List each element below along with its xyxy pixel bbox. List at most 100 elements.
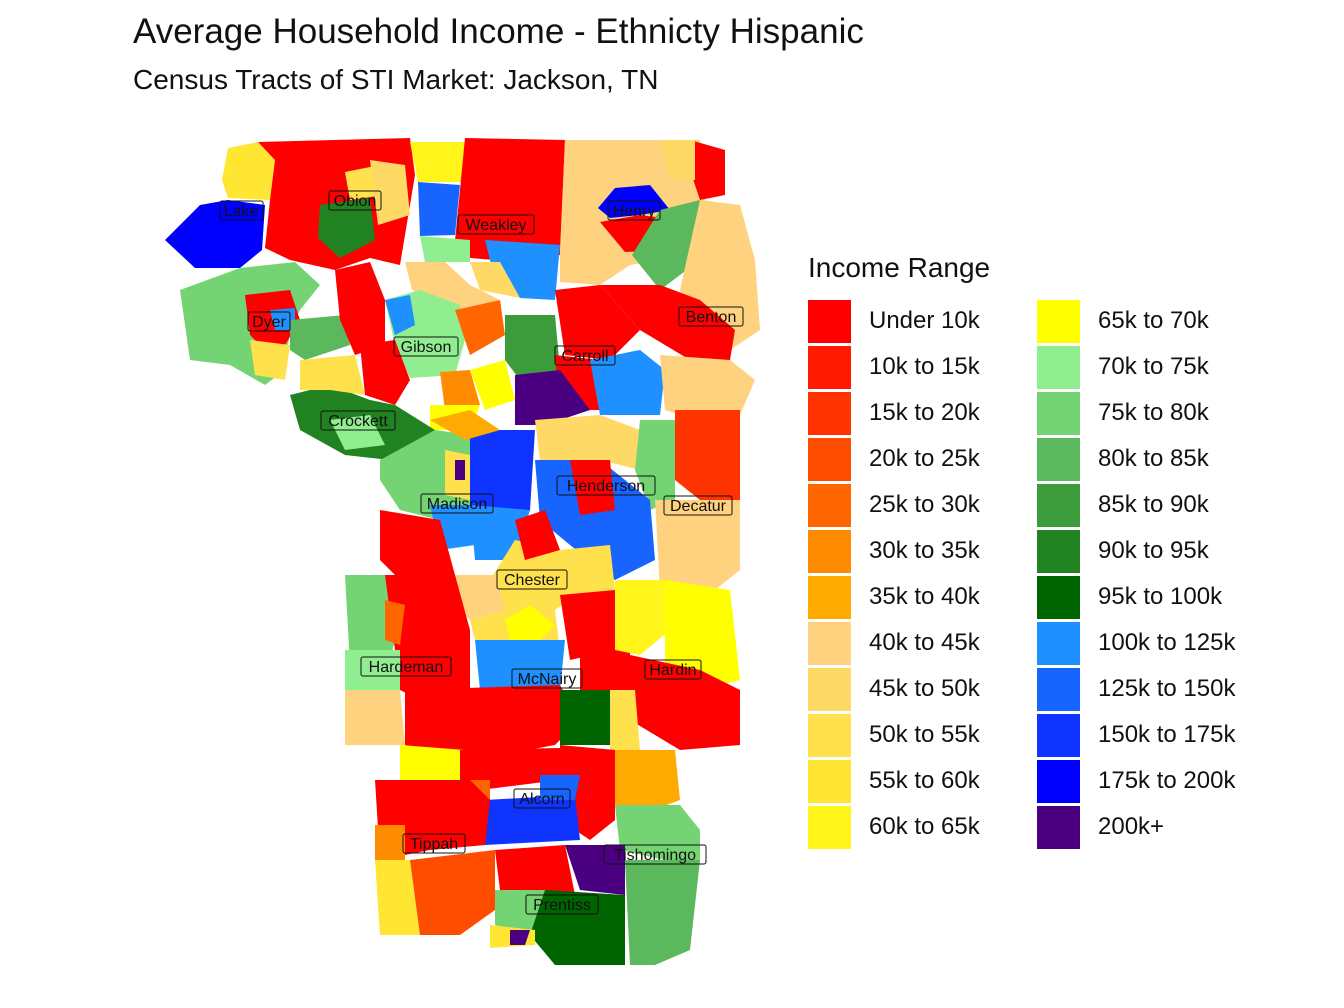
legend-swatch: [1037, 713, 1080, 757]
tract: [375, 825, 405, 860]
tract: [655, 500, 740, 590]
legend-swatch: [1037, 667, 1080, 711]
tract: [430, 410, 500, 440]
legend-label: Under 10k: [869, 307, 980, 334]
legend-swatch: [1037, 529, 1080, 573]
svg-text:Tishomingo: Tishomingo: [614, 847, 696, 864]
tract: [570, 460, 615, 515]
svg-text:Madison: Madison: [427, 496, 487, 513]
tract: [490, 540, 615, 610]
legend-item: 40k to 45k: [808, 620, 1019, 666]
svg-text:Gibson: Gibson: [401, 339, 452, 356]
tract: [380, 510, 455, 575]
legend-swatch: [808, 299, 851, 343]
tract: [270, 308, 295, 330]
tract: [375, 860, 420, 935]
svg-text:Henry: Henry: [613, 203, 656, 220]
legend-label: 20k to 25k: [869, 445, 980, 472]
legend-swatch: [1037, 805, 1080, 849]
legend-item: 15k to 20k: [808, 390, 1019, 436]
tract: [560, 690, 610, 745]
legend-item: 10k to 15k: [808, 344, 1019, 390]
legend-label: 70k to 75k: [1098, 353, 1209, 380]
legend-swatch: [1037, 299, 1080, 343]
tract: [535, 415, 640, 470]
legend-item: 175k to 200k: [1037, 758, 1248, 804]
tract: [165, 200, 265, 268]
legend-label: 60k to 65k: [869, 813, 980, 840]
legend-swatch: [808, 621, 851, 665]
legend-swatch: [808, 529, 851, 573]
tract: [405, 685, 580, 755]
tract: [615, 580, 670, 655]
tract: [470, 262, 520, 298]
county-label: Benton: [678, 306, 744, 327]
tract: [560, 590, 615, 660]
tract: [505, 605, 555, 645]
county-label: Hardin: [644, 659, 702, 680]
legend-column: 65k to 70k 70k to 75k 75k to 80k 80k to 85k…: [1037, 298, 1248, 850]
svg-text:Carroll: Carroll: [561, 348, 608, 365]
county-label: Decatur: [663, 495, 733, 516]
tract: [410, 850, 495, 935]
tract: [625, 860, 700, 965]
tract: [510, 930, 530, 945]
county-label: McNairy: [511, 668, 583, 689]
svg-text:Obion: Obion: [334, 193, 377, 210]
legend-item: 85k to 90k: [1037, 482, 1248, 528]
county-label: Madison: [420, 493, 494, 514]
legend-label: 100k to 125k: [1098, 629, 1236, 656]
tract: [505, 315, 560, 380]
legend-swatch: [808, 483, 851, 527]
svg-text:Crockett: Crockett: [328, 413, 388, 430]
tract: [370, 160, 410, 225]
tract: [675, 410, 740, 500]
legend-item: 95k to 100k: [1037, 574, 1248, 620]
county-label: Tippah: [402, 833, 466, 854]
county-label: Hardeman: [360, 656, 452, 677]
legend-label: 10k to 15k: [869, 353, 980, 380]
tract: [580, 650, 630, 700]
legend-label: 85k to 90k: [1098, 491, 1209, 518]
legend-item: 30k to 35k: [808, 528, 1019, 574]
tract: [440, 370, 480, 410]
legend-swatch: [808, 437, 851, 481]
svg-text:Weakley: Weakley: [465, 217, 526, 234]
legend-columns: Under 10k 10k to 15k 15k to 20k 20k to 25k 2…: [808, 298, 1248, 850]
tract: [222, 142, 275, 200]
legend-item: 20k to 25k: [808, 436, 1019, 482]
county-label: Obion: [328, 190, 382, 211]
legend-item: 75k to 80k: [1037, 390, 1248, 436]
tract: [600, 285, 735, 360]
svg-text:Benton: Benton: [686, 309, 737, 326]
tract: [460, 748, 560, 790]
county-label: Carroll: [554, 345, 616, 366]
legend-label: 65k to 70k: [1098, 307, 1209, 334]
legend-item: 70k to 75k: [1037, 344, 1248, 390]
county-label: Alcorn: [513, 788, 571, 809]
tract: [615, 805, 700, 860]
legend-item: 90k to 95k: [1037, 528, 1248, 574]
legend-swatch: [808, 713, 851, 757]
legend-label: 50k to 55k: [869, 721, 980, 748]
legend-item: 125k to 150k: [1037, 666, 1248, 712]
tract: [405, 262, 500, 310]
county-label: Lake: [219, 200, 264, 221]
legend-label: 125k to 150k: [1098, 675, 1236, 702]
svg-text:Decatur: Decatur: [670, 498, 727, 515]
tract: [300, 355, 365, 395]
legend-swatch: [1037, 621, 1080, 665]
legend: Income Range Under 10k 10k to 15k 15k to 2…: [808, 252, 1248, 850]
legend-label: 35k to 40k: [869, 583, 980, 610]
tract: [385, 575, 470, 700]
svg-text:Prentiss: Prentiss: [533, 897, 591, 914]
tract: [632, 200, 700, 290]
tract: [515, 370, 590, 425]
tract: [410, 142, 465, 182]
county-label: Crockett: [320, 410, 396, 431]
legend-swatch: [1037, 437, 1080, 481]
legend-item: 60k to 65k: [808, 804, 1019, 850]
tract: [455, 460, 465, 480]
tract: [530, 890, 625, 965]
tract: [420, 236, 470, 262]
